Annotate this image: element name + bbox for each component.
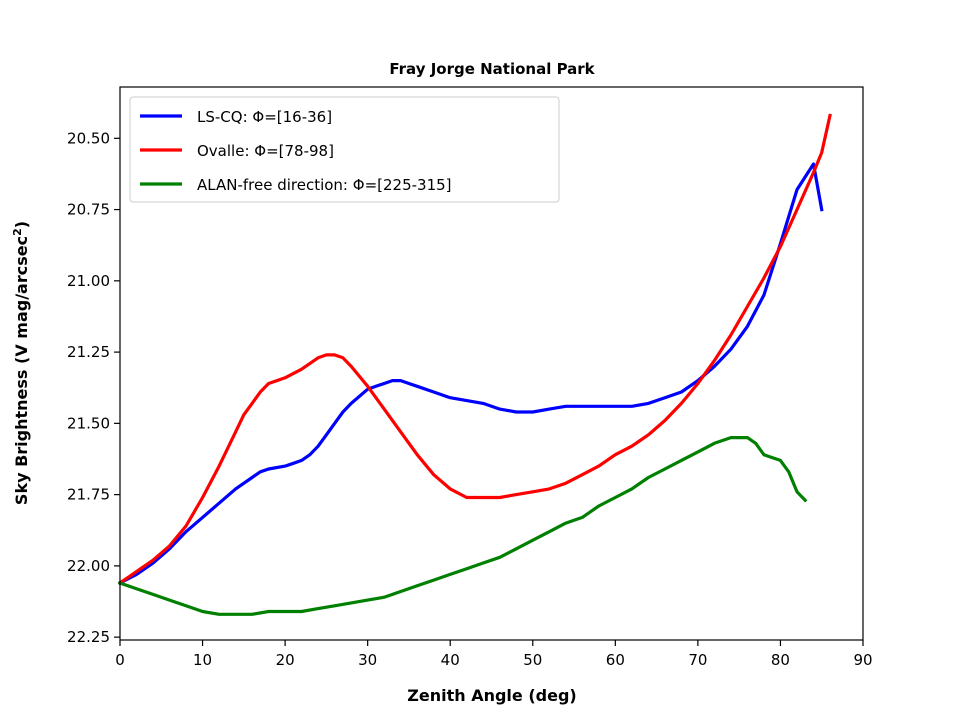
x-tick-label: 20 [276,651,295,669]
x-tick-label: 60 [606,651,625,669]
legend-label-2: Ovalle: Φ=[78-98] [197,142,334,160]
y-tick-label: 21.00 [67,272,110,290]
y-axis-label-suffix: ) [12,221,31,228]
x-axis: 0 10 20 30 40 50 60 70 80 90 [115,640,873,669]
y-tick-label: 21.75 [67,486,110,504]
x-tick-label: 40 [441,651,460,669]
series-layer [117,113,832,616]
y-axis-label: Sky Brightness (V mag/arcsec2) [11,221,32,505]
legend-label-3: ALAN-free direction: Φ=[225-315] [197,176,452,194]
plot-frame [119,86,864,641]
y-axis-label-main: Sky Brightness (V mag/arcsec [12,236,31,505]
x-tick-label: 10 [193,651,212,669]
series-line-1 [117,162,824,586]
y-tick-label: 20.75 [67,201,110,219]
y-axis-label-superscript: 2 [11,228,24,236]
y-tick-label: 22.00 [67,557,110,575]
y-tick-label: 20.50 [67,129,110,147]
series-line-3 [117,436,808,616]
y-axis: 20.50 20.75 21.00 21.25 21.50 21.75 22.00 22.25 [67,129,120,646]
x-tick-label: 80 [771,651,790,669]
legend: LS-CQ: Φ=[16-36] Ovalle: Φ=[78-98] ALAN-fr… [129,96,560,203]
legend-label-1: LS-CQ: Φ=[16-36] [197,108,332,126]
y-tick-label: 21.25 [67,343,110,361]
y-tick-label: 22.25 [67,628,110,646]
x-tick-label: 50 [523,651,542,669]
chart-title: Fray Jorge National Park [389,60,595,78]
x-tick-label: 90 [853,651,872,669]
series-line-2 [117,113,832,586]
x-axis-label: Zenith Angle (deg) [407,686,576,705]
x-tick-label: 30 [358,651,377,669]
x-tick-label: 0 [115,651,125,669]
legend-box [129,96,560,203]
y-tick-label: 21.50 [67,414,110,432]
x-tick-label: 70 [688,651,707,669]
